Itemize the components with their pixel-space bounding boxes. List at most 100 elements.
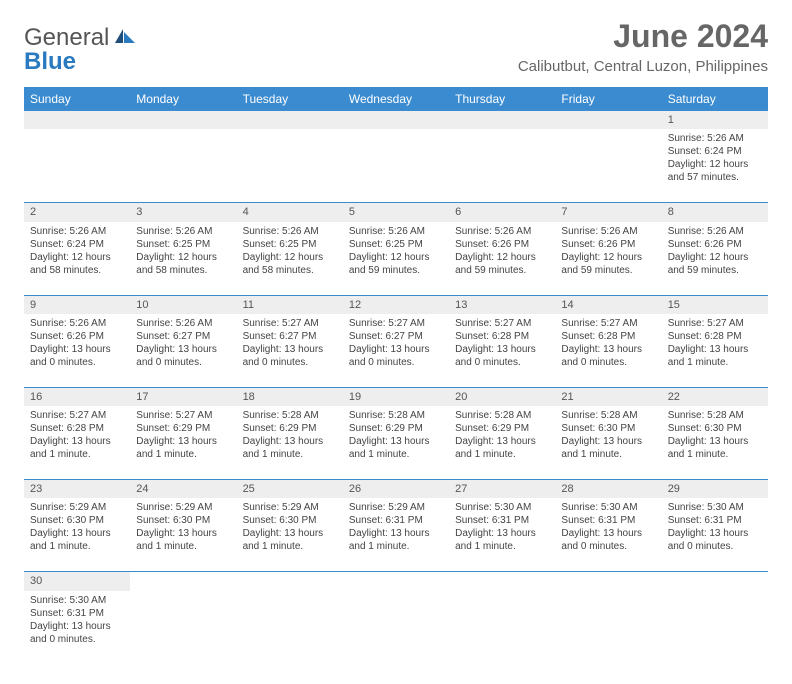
day-info-line: Sunset: 6:31 PM <box>561 514 655 527</box>
day-cell <box>130 129 236 203</box>
day-info-line: Sunrise: 5:27 AM <box>243 317 337 330</box>
sail-icon <box>113 24 137 51</box>
day-number: 27 <box>449 480 555 499</box>
day-number <box>130 572 236 591</box>
day-cell: Sunrise: 5:26 AMSunset: 6:26 PMDaylight:… <box>662 222 768 296</box>
day-number <box>237 111 343 129</box>
day-number: 14 <box>555 295 661 314</box>
day-number: 21 <box>555 387 661 406</box>
day-cell: Sunrise: 5:26 AMSunset: 6:25 PMDaylight:… <box>237 222 343 296</box>
day-number: 22 <box>662 387 768 406</box>
day-info-line: and 0 minutes. <box>30 633 124 646</box>
day-info-line: and 0 minutes. <box>136 356 230 369</box>
day-info-line: Sunset: 6:30 PM <box>136 514 230 527</box>
day-info-line: Daylight: 12 hours <box>349 251 443 264</box>
day-cell: Sunrise: 5:27 AMSunset: 6:28 PMDaylight:… <box>449 314 555 388</box>
day-number: 15 <box>662 295 768 314</box>
day-number: 1 <box>662 111 768 129</box>
day-number <box>449 111 555 129</box>
day-number: 5 <box>343 203 449 222</box>
day-info-line: Daylight: 13 hours <box>668 343 762 356</box>
day-cell: Sunrise: 5:27 AMSunset: 6:27 PMDaylight:… <box>237 314 343 388</box>
calendar-body: 1Sunrise: 5:26 AMSunset: 6:24 PMDaylight… <box>24 111 768 664</box>
calendar-header-row: SundayMondayTuesdayWednesdayThursdayFrid… <box>24 87 768 111</box>
day-cell <box>130 591 236 664</box>
day-number: 11 <box>237 295 343 314</box>
day-info-line: Sunset: 6:31 PM <box>349 514 443 527</box>
day-info-line: Daylight: 13 hours <box>30 435 124 448</box>
day-cell: Sunrise: 5:26 AMSunset: 6:25 PMDaylight:… <box>130 222 236 296</box>
day-cell: Sunrise: 5:26 AMSunset: 6:26 PMDaylight:… <box>24 314 130 388</box>
day-info-line: Sunrise: 5:26 AM <box>668 225 762 238</box>
day-info-line: Daylight: 12 hours <box>668 158 762 171</box>
day-info-line: Sunset: 6:28 PM <box>561 330 655 343</box>
day-info-line: Sunset: 6:29 PM <box>243 422 337 435</box>
day-info-line: Daylight: 13 hours <box>668 435 762 448</box>
day-number: 9 <box>24 295 130 314</box>
day-info-line: Daylight: 12 hours <box>243 251 337 264</box>
day-info-line: and 1 minute. <box>668 448 762 461</box>
day-info-line: Sunrise: 5:26 AM <box>136 317 230 330</box>
day-header: Sunday <box>24 87 130 111</box>
day-cell: Sunrise: 5:26 AMSunset: 6:26 PMDaylight:… <box>555 222 661 296</box>
day-info-line: and 1 minute. <box>30 540 124 553</box>
day-info-line: and 59 minutes. <box>455 264 549 277</box>
day-info-line: Daylight: 13 hours <box>561 435 655 448</box>
day-info-line: Sunrise: 5:29 AM <box>349 501 443 514</box>
daynum-row: 16171819202122 <box>24 387 768 406</box>
day-number: 17 <box>130 387 236 406</box>
logo: General Blue <box>24 26 137 74</box>
day-info-line: and 59 minutes. <box>561 264 655 277</box>
day-info-line: Sunset: 6:28 PM <box>668 330 762 343</box>
day-info-line: and 0 minutes. <box>243 356 337 369</box>
day-info-line: and 0 minutes. <box>561 540 655 553</box>
day-cell: Sunrise: 5:27 AMSunset: 6:28 PMDaylight:… <box>662 314 768 388</box>
day-cell <box>662 591 768 664</box>
location: Calibutbut, Central Luzon, Philippines <box>518 58 768 75</box>
day-info-line: and 59 minutes. <box>349 264 443 277</box>
logo-text: General Blue <box>24 26 137 74</box>
day-info-line: Sunset: 6:28 PM <box>455 330 549 343</box>
day-cell: Sunrise: 5:29 AMSunset: 6:30 PMDaylight:… <box>237 498 343 572</box>
logo-word-2: Blue <box>24 48 76 75</box>
day-info-line: Daylight: 12 hours <box>561 251 655 264</box>
day-info-line: Sunrise: 5:29 AM <box>136 501 230 514</box>
day-info-line: Sunset: 6:25 PM <box>243 238 337 251</box>
day-cell: Sunrise: 5:29 AMSunset: 6:30 PMDaylight:… <box>24 498 130 572</box>
day-number: 18 <box>237 387 343 406</box>
day-info-line: and 1 minute. <box>668 356 762 369</box>
day-number: 19 <box>343 387 449 406</box>
day-header: Wednesday <box>343 87 449 111</box>
day-cell: Sunrise: 5:26 AMSunset: 6:27 PMDaylight:… <box>130 314 236 388</box>
day-info-line: Sunrise: 5:27 AM <box>455 317 549 330</box>
day-info-line: Daylight: 13 hours <box>561 527 655 540</box>
day-cell: Sunrise: 5:27 AMSunset: 6:28 PMDaylight:… <box>555 314 661 388</box>
day-info-line: Sunset: 6:26 PM <box>455 238 549 251</box>
day-info-line: Daylight: 13 hours <box>243 527 337 540</box>
day-info-line: Sunset: 6:26 PM <box>30 330 124 343</box>
day-info-line: Sunrise: 5:30 AM <box>561 501 655 514</box>
day-cell: Sunrise: 5:26 AMSunset: 6:24 PMDaylight:… <box>24 222 130 296</box>
day-info-line: Sunrise: 5:28 AM <box>243 409 337 422</box>
day-info-line: Daylight: 13 hours <box>349 527 443 540</box>
day-cell: Sunrise: 5:30 AMSunset: 6:31 PMDaylight:… <box>662 498 768 572</box>
daynum-row: 30 <box>24 572 768 591</box>
day-info-line: Sunset: 6:26 PM <box>668 238 762 251</box>
day-info-line: Sunrise: 5:30 AM <box>30 594 124 607</box>
day-info-line: Daylight: 13 hours <box>349 435 443 448</box>
week-row: Sunrise: 5:26 AMSunset: 6:24 PMDaylight:… <box>24 129 768 203</box>
day-cell: Sunrise: 5:27 AMSunset: 6:29 PMDaylight:… <box>130 406 236 480</box>
day-info-line: Daylight: 13 hours <box>455 435 549 448</box>
day-info-line: Daylight: 13 hours <box>136 527 230 540</box>
day-info-line: Sunrise: 5:26 AM <box>349 225 443 238</box>
week-row: Sunrise: 5:30 AMSunset: 6:31 PMDaylight:… <box>24 591 768 664</box>
day-number: 3 <box>130 203 236 222</box>
day-info-line: Sunset: 6:31 PM <box>30 607 124 620</box>
day-info-line: Sunrise: 5:27 AM <box>668 317 762 330</box>
day-info-line: Sunset: 6:25 PM <box>136 238 230 251</box>
day-info-line: and 1 minute. <box>30 448 124 461</box>
day-info-line: Daylight: 13 hours <box>136 435 230 448</box>
day-cell <box>24 129 130 203</box>
day-info-line: and 57 minutes. <box>668 171 762 184</box>
day-info-line: Sunset: 6:27 PM <box>349 330 443 343</box>
